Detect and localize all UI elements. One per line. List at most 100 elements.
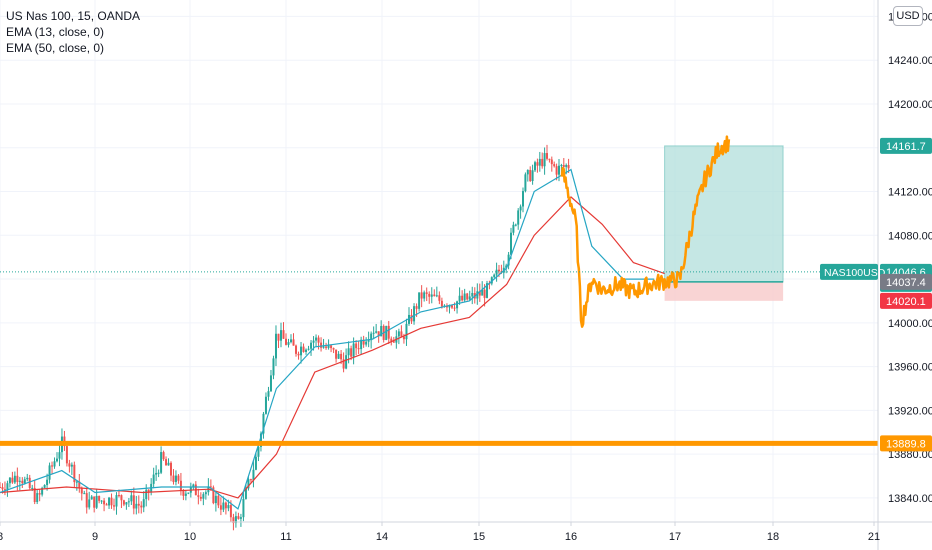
candle-body bbox=[277, 333, 280, 341]
candle-body bbox=[377, 331, 380, 337]
candle-body bbox=[135, 503, 138, 509]
candle-body bbox=[302, 346, 305, 352]
ema-slow-line bbox=[0, 196, 665, 499]
candle-body bbox=[269, 375, 272, 392]
candle-body bbox=[103, 500, 106, 505]
candle-body bbox=[486, 283, 488, 298]
candle-body bbox=[85, 493, 88, 508]
candle-body bbox=[428, 293, 431, 297]
candle-body bbox=[11, 477, 14, 483]
candle-body bbox=[287, 342, 290, 345]
candle-body bbox=[483, 289, 486, 298]
candle-body bbox=[405, 323, 408, 340]
candle-body bbox=[43, 485, 46, 488]
candle-body bbox=[8, 477, 11, 484]
candle-body bbox=[534, 162, 536, 171]
time-tick-label: 10 bbox=[184, 531, 196, 543]
candle-body bbox=[93, 496, 96, 508]
candle-body bbox=[80, 487, 83, 494]
candle-body bbox=[335, 349, 338, 359]
candle-body bbox=[222, 502, 225, 510]
position-zones[interactable] bbox=[664, 145, 784, 301]
candle-body bbox=[88, 499, 91, 508]
candle-body bbox=[461, 295, 464, 301]
candle-body bbox=[357, 348, 360, 350]
symbol-title[interactable]: US Nas 100, 15, OANDA bbox=[6, 9, 141, 23]
candle-body bbox=[140, 505, 143, 508]
candle-body bbox=[526, 169, 529, 175]
ema-fast-line bbox=[0, 168, 655, 510]
price-label-entry bbox=[880, 273, 932, 290]
candle-body bbox=[514, 224, 517, 226]
symbol-tag-text: NAS100USD bbox=[824, 267, 886, 279]
candle-body bbox=[16, 475, 19, 482]
candle-body bbox=[56, 458, 58, 462]
chart-grid bbox=[0, 0, 878, 522]
candle-body bbox=[468, 296, 471, 300]
candle-body bbox=[115, 495, 118, 507]
candle-body bbox=[58, 452, 61, 459]
candle-body bbox=[367, 340, 370, 342]
ema-slow-legend[interactable]: EMA (50, close, 0) bbox=[6, 41, 105, 55]
candle-body bbox=[172, 475, 175, 482]
candle-body bbox=[182, 490, 185, 496]
candle-body bbox=[438, 295, 441, 301]
candle-body bbox=[137, 503, 140, 506]
candle-body bbox=[342, 359, 345, 369]
candle-body bbox=[553, 164, 556, 167]
horizontal-levels[interactable] bbox=[0, 271, 878, 446]
price-tick-label: 14240.00 bbox=[888, 55, 932, 67]
candle-body bbox=[519, 206, 522, 211]
price-tick-label: 13920.00 bbox=[888, 405, 932, 417]
price-tick-label: 14120.00 bbox=[888, 187, 932, 199]
candle-body bbox=[510, 232, 512, 255]
candle-body bbox=[157, 472, 160, 474]
price-label-text-stop: 14020.1 bbox=[886, 296, 926, 308]
candle-body bbox=[317, 337, 320, 343]
candle-body bbox=[415, 306, 418, 309]
currency-button[interactable]: USD bbox=[893, 6, 923, 26]
candle-body bbox=[36, 493, 39, 502]
time-axis[interactable]: 8 9 10 11 14 15 16 17 18 21 bbox=[0, 521, 932, 543]
loss-zone[interactable] bbox=[664, 281, 784, 301]
candle-body bbox=[347, 348, 350, 356]
candle-body bbox=[41, 487, 44, 495]
ema-fast-legend[interactable]: EMA (13, close, 0) bbox=[6, 25, 105, 39]
price-label-text-target: 14161.7 bbox=[886, 141, 926, 153]
candle-body bbox=[315, 337, 318, 341]
candle-body bbox=[177, 475, 180, 481]
candle-body bbox=[362, 339, 365, 345]
candle-body bbox=[113, 505, 115, 507]
candle-body bbox=[418, 292, 421, 309]
time-tick-label: 16 bbox=[565, 531, 577, 543]
candle-body bbox=[541, 158, 544, 167]
ema-lines bbox=[0, 168, 665, 510]
candle-body bbox=[18, 480, 21, 482]
candle-body bbox=[478, 291, 481, 296]
candle-body bbox=[90, 496, 93, 500]
candle-body bbox=[53, 461, 56, 467]
price-tick-label: 14080.00 bbox=[888, 230, 932, 242]
candle-body bbox=[493, 274, 496, 278]
candles bbox=[0, 144, 570, 531]
price-labels: 14161.714046.610:40NAS100USD14037.414020… bbox=[820, 137, 932, 452]
symbol-tag bbox=[820, 263, 878, 280]
candle-body bbox=[550, 159, 553, 165]
candle-body bbox=[498, 269, 500, 272]
candle-body bbox=[197, 495, 200, 497]
time-tick-label: 11 bbox=[280, 531, 291, 543]
candle-body bbox=[73, 464, 76, 483]
candle-body bbox=[145, 489, 148, 500]
candle-body bbox=[217, 495, 220, 506]
candle-body bbox=[567, 165, 570, 169]
profit-zone[interactable] bbox=[664, 145, 784, 283]
candle-body bbox=[219, 505, 222, 510]
candle-body bbox=[433, 294, 436, 297]
candle-body bbox=[122, 500, 125, 505]
candle-body bbox=[448, 305, 451, 308]
price-label-text-entry: 14037.4 bbox=[886, 277, 926, 289]
candle-body bbox=[282, 330, 285, 339]
candle-body bbox=[244, 488, 247, 499]
candle-body bbox=[162, 452, 165, 460]
